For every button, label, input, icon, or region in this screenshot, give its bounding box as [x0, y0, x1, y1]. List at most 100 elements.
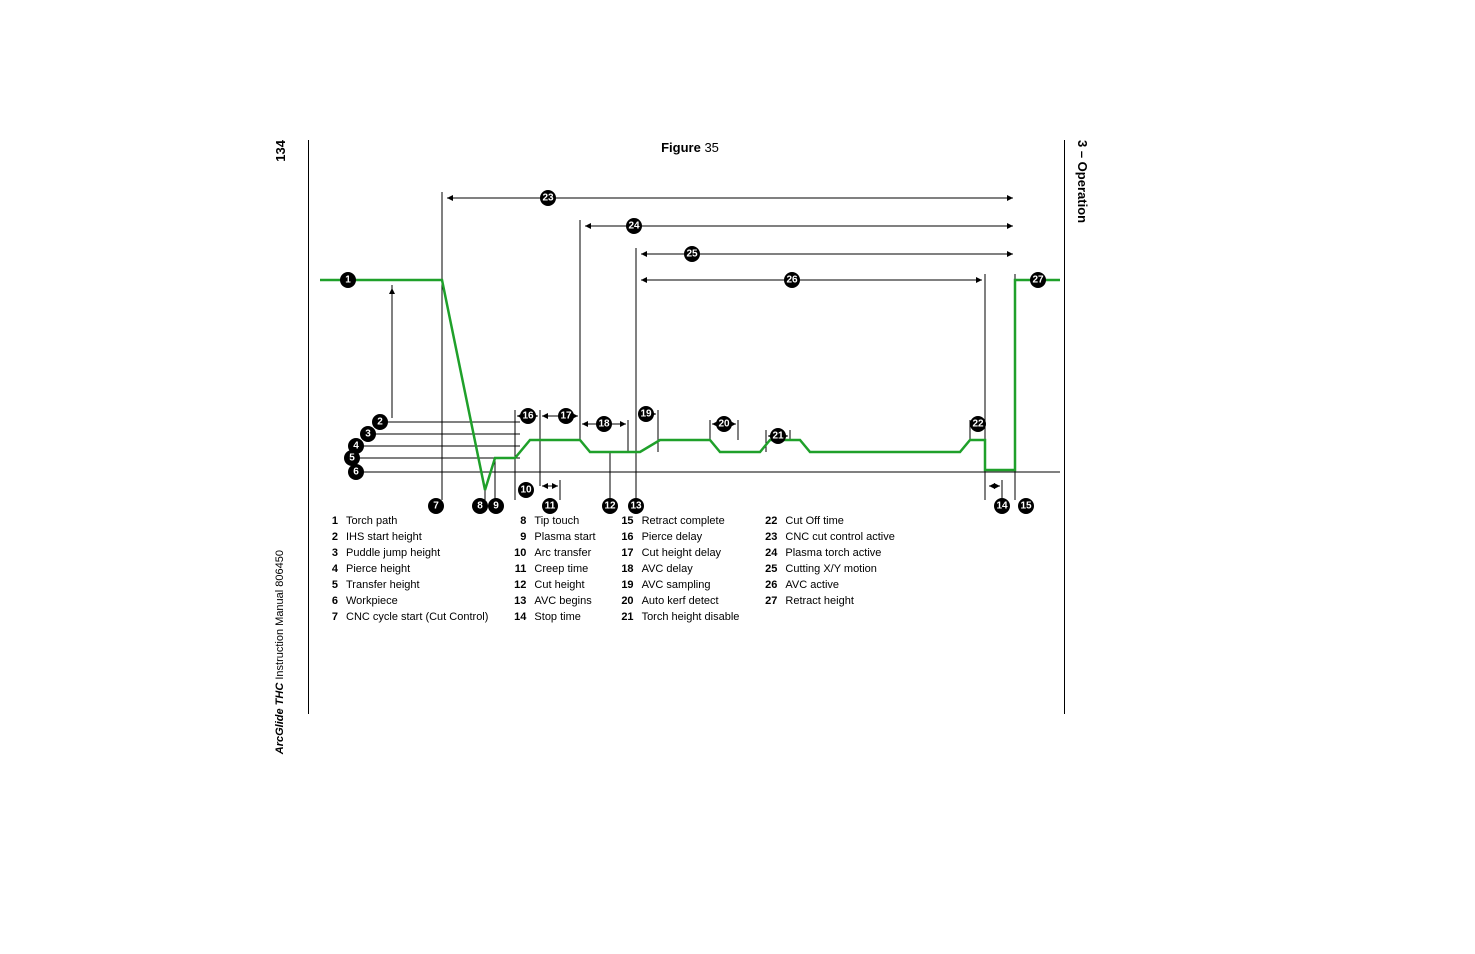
legend-item-12: 12 Cut height [508, 579, 595, 591]
legend-num: 19 [616, 579, 634, 591]
legend-item-4: 4Pierce height [320, 563, 488, 575]
legend-num: 3 [320, 547, 338, 559]
legend-label: CNC cycle start (Cut Control) [346, 611, 488, 623]
left-margin: 134 ArcGlide THC Instruction Manual 8064… [260, 140, 300, 754]
left-content-rule [308, 140, 309, 714]
callout-13: 13 [628, 498, 644, 514]
legend-num: 5 [320, 579, 338, 591]
svg-text:7: 7 [433, 501, 439, 512]
svg-text:6: 6 [353, 467, 359, 478]
legend-label: Tip touch [534, 515, 579, 527]
callout-6: 6 [348, 464, 364, 480]
legend-label: Workpiece [346, 595, 398, 607]
legend-item-23: 23CNC cut control active [759, 531, 894, 543]
callouts: 1234567891011121314151617181920212223242… [340, 190, 1046, 514]
callout-16: 16 [520, 408, 536, 424]
svg-text:21: 21 [772, 431, 784, 442]
legend-label: IHS start height [346, 531, 422, 543]
svg-text:17: 17 [560, 411, 572, 422]
svg-text:3: 3 [365, 429, 371, 440]
svg-text:23: 23 [542, 193, 554, 204]
svg-text:4: 4 [353, 441, 359, 452]
legend-label: Transfer height [346, 579, 420, 591]
legend-label: Cutting X/Y motion [785, 563, 877, 575]
svg-text:14: 14 [996, 501, 1008, 512]
legend: 1Torch path2IHS start height3Puddle jump… [320, 515, 1060, 623]
page-root: 134 ArcGlide THC Instruction Manual 8064… [0, 0, 1475, 954]
callout-25: 25 [684, 246, 700, 262]
legend-label: AVC delay [642, 563, 693, 575]
svg-text:19: 19 [640, 409, 652, 420]
legend-label: CNC cut control active [785, 531, 894, 543]
legend-label: Stop time [534, 611, 580, 623]
legend-item-26: 26 AVC active [759, 579, 894, 591]
vertical-guides [392, 192, 1015, 500]
callout-21: 21 [770, 428, 786, 444]
callout-10: 10 [518, 482, 534, 498]
callout-5: 5 [344, 450, 360, 466]
legend-num: 8 [508, 515, 526, 527]
svg-text:10: 10 [520, 485, 532, 496]
legend-item-5: 5 Transfer height [320, 579, 488, 591]
legend-label: Torch height disable [642, 611, 740, 623]
svg-text:12: 12 [604, 501, 616, 512]
svg-text:2: 2 [377, 417, 383, 428]
legend-column: 15Retract complete 16Pierce delay 17Cut he… [616, 515, 740, 623]
legend-num: 20 [616, 595, 634, 607]
section-header: 3 – Operation [1075, 140, 1090, 223]
legend-num: 14 [508, 611, 526, 623]
legend-label: Plasma torch active [785, 547, 881, 559]
legend-label: Torch path [346, 515, 397, 527]
legend-label: AVC begins [534, 595, 591, 607]
page-number: 134 [273, 140, 288, 162]
legend-item-3: 3 Puddle jump height [320, 547, 488, 559]
legend-item-8: 8 Tip touch [508, 515, 595, 527]
legend-num: 12 [508, 579, 526, 591]
svg-text:15: 15 [1020, 501, 1032, 512]
right-margin: 3 – Operation [1075, 140, 1105, 754]
dimension-lines [447, 198, 1013, 486]
legend-label: Puddle jump height [346, 547, 440, 559]
svg-text:18: 18 [598, 419, 610, 430]
svg-text:11: 11 [545, 501, 556, 512]
legend-num: 9 [508, 531, 526, 543]
legend-item-21: 21Torch height disable [616, 611, 740, 623]
callout-7: 7 [428, 498, 444, 514]
legend-num: 26 [759, 579, 777, 591]
legend-item-9: 9Plasma start [508, 531, 595, 543]
legend-label: Cut height [534, 579, 584, 591]
callout-19: 19 [638, 406, 654, 422]
footer-text: ArcGlide THC Instruction Manual 806450 [274, 550, 286, 754]
callout-17: 17 [558, 408, 574, 424]
callout-18: 18 [596, 416, 612, 432]
legend-item-17: 17Cut height delay [616, 547, 740, 559]
callout-23: 23 [540, 190, 556, 206]
legend-label: Retract height [785, 595, 853, 607]
footer-rest: Instruction Manual 806450 [274, 550, 286, 683]
legend-item-6: 6Workpiece [320, 595, 488, 607]
legend-label: Arc transfer [534, 547, 591, 559]
legend-column: 8Tip touch9Plasma start10Arc transfer11C… [508, 515, 595, 623]
svg-text:1: 1 [345, 275, 351, 286]
svg-text:27: 27 [1032, 275, 1044, 286]
legend-num: 7 [320, 611, 338, 623]
legend-item-15: 15Retract complete [616, 515, 740, 527]
svg-text:9: 9 [493, 501, 499, 512]
svg-text:26: 26 [786, 275, 798, 286]
legend-item-27: 27Retract height [759, 595, 894, 607]
callout-20: 20 [716, 416, 732, 432]
callout-14: 14 [994, 498, 1010, 514]
legend-label: Creep time [534, 563, 588, 575]
legend-item-7: 7 CNC cycle start (Cut Control) [320, 611, 488, 623]
svg-text:22: 22 [972, 419, 984, 430]
legend-label: AVC active [785, 579, 839, 591]
callout-27: 27 [1030, 272, 1046, 288]
legend-num: 18 [616, 563, 634, 575]
legend-item-16: 16Pierce delay [616, 531, 740, 543]
svg-text:24: 24 [628, 221, 640, 232]
callout-8: 8 [472, 498, 488, 514]
legend-item-11: 11Creep time [508, 563, 595, 575]
legend-num: 2 [320, 531, 338, 543]
legend-num: 4 [320, 563, 338, 575]
legend-column: 1Torch path2IHS start height3Puddle jump… [320, 515, 488, 623]
